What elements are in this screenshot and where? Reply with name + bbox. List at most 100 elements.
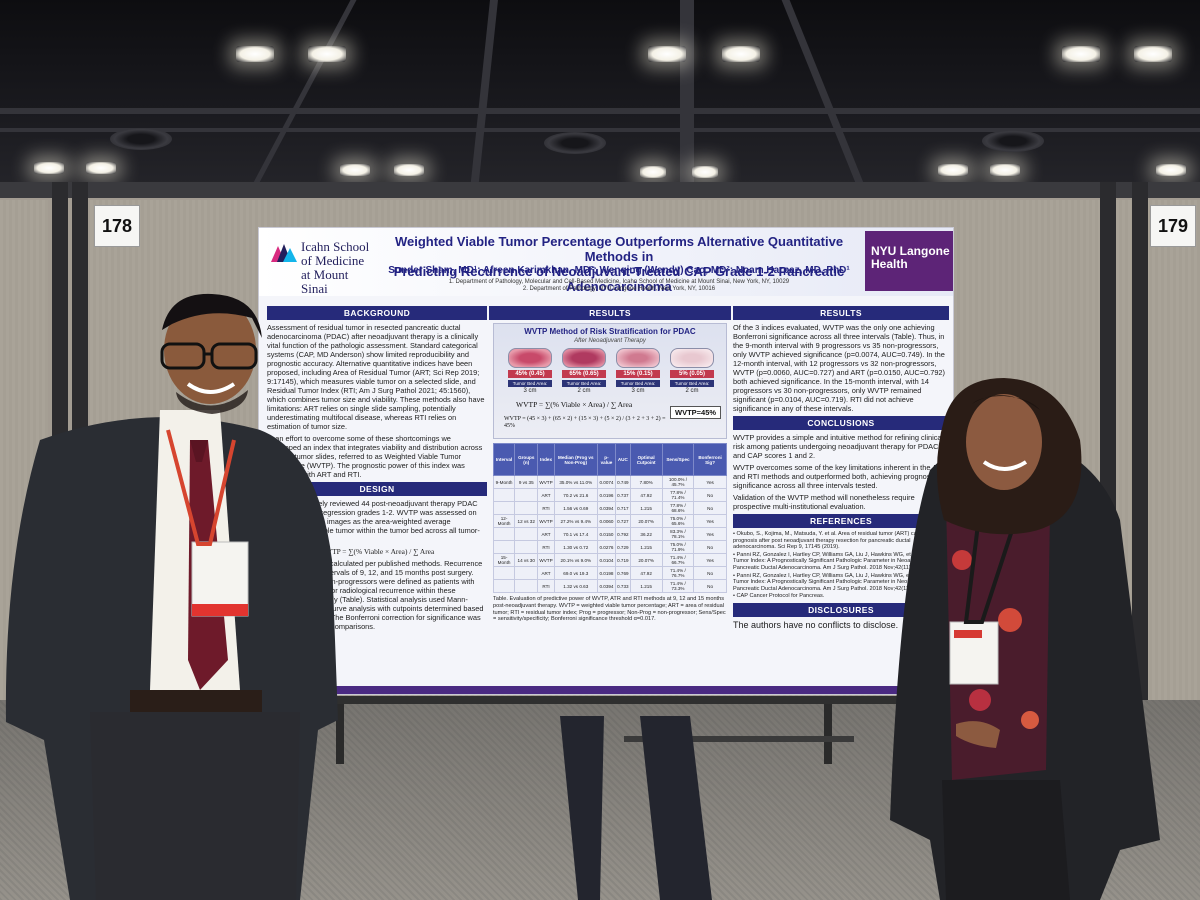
- slide-viable-percent: 45% (0.45): [508, 370, 552, 378]
- table-cell: [514, 501, 539, 515]
- reference-item: • Panni RZ, Gonzalez I, Hartley CP, Will…: [733, 572, 948, 592]
- table-row: 15-Month 14 vs 30 WVTP 20.1% vs 9.0% 0.0104 0…: [492, 553, 727, 567]
- table-cell: 0.719: [615, 553, 631, 567]
- ceiling-light: [640, 166, 666, 178]
- table-cell: 9-Month: [492, 475, 516, 489]
- table-cell: 0.0060: [596, 514, 617, 528]
- table-cell: 0.733: [615, 579, 631, 593]
- table-cell: [514, 527, 539, 541]
- table-cell: 75.0% / 65.6%: [661, 514, 695, 528]
- table-cell: 1.215: [629, 501, 663, 515]
- table-cell: 9 vs 35: [514, 475, 539, 489]
- table-row: ART 69.0 vs 19.3 0.0198 0.769 47.92 71.4% / 7…: [492, 566, 727, 580]
- ceiling: [0, 0, 1200, 200]
- table-cell: 0.729: [615, 540, 631, 554]
- slide-tumor-size: 3 cm: [523, 388, 537, 394]
- design-paragraph-2: ART and RTI were calculated per publishe…: [267, 559, 484, 631]
- table-cell: 70.2 vs 21.6: [553, 488, 598, 502]
- ceiling-vent: [544, 132, 606, 154]
- slide-tumor-size: 2 cm: [577, 388, 591, 394]
- table-cell: 0.0196: [596, 488, 617, 502]
- ceiling-light: [1062, 46, 1100, 62]
- table-caption: Table. Evaluation of predictive power of…: [493, 596, 726, 623]
- table-cell: [514, 579, 539, 593]
- ceiling-light: [236, 46, 274, 62]
- table-cell: [492, 488, 516, 502]
- table-cell: RTI: [537, 579, 555, 593]
- table-cell: 0.0394: [596, 501, 617, 515]
- table-cell: 47.92: [629, 566, 663, 580]
- ceiling-light: [86, 162, 116, 174]
- table-cell: 83.3% / 78.1%: [661, 527, 695, 541]
- conclusions-paragraph-2: WVTP overcomes some of the key limitatio…: [733, 463, 947, 490]
- wvtp-method-figure: WVTP Method of Risk Stratification for P…: [493, 323, 727, 439]
- ceiling-light: [394, 164, 424, 176]
- table-cell: 0.717: [615, 501, 631, 515]
- ceiling-truss: [249, 0, 357, 190]
- tissue-slide: [670, 348, 714, 368]
- table-cell: RTI: [537, 540, 555, 554]
- background-paragraph-1: Assessment of residual tumor in resected…: [267, 323, 485, 431]
- slide-tumor-bed-label: Tumor Bed Area:: [616, 380, 660, 387]
- slide-viable-percent: 15% (0.15): [616, 370, 660, 378]
- research-poster: Icahn School of Medicine at Mount Sinai …: [258, 227, 954, 695]
- poster-footer-bar: [259, 686, 953, 694]
- table-cell: 71.4% / 76.7%: [661, 566, 695, 580]
- conclusions-paragraph-3: Validation of the WVTP method will nonet…: [733, 493, 915, 511]
- table-cell: 69.0 vs 19.3: [553, 566, 598, 580]
- table-cell: 0.0074: [596, 475, 617, 489]
- poster-column-left: BACKGROUND Assessment of residual tumor …: [267, 306, 487, 634]
- slide-viable-percent: 65% (0.65): [562, 370, 606, 378]
- poster-column-middle: RESULTS WVTP Method of Risk Stratificati…: [489, 306, 731, 623]
- booth-top-rail: [0, 182, 1200, 198]
- ceiling-light: [340, 164, 370, 176]
- design-formula: WVTP = ∑(% Viable × Area) / ∑ Area: [319, 547, 435, 556]
- table-cell: 75.0% / 71.9%: [661, 540, 695, 554]
- results-table-header-cell: Groups (n): [514, 443, 539, 476]
- ceiling-truss: [680, 0, 694, 190]
- table-cell: 77.8% / 68.6%: [661, 501, 695, 515]
- table-cell: [514, 566, 539, 580]
- ceiling-light: [308, 46, 346, 62]
- tissue-slide: [562, 348, 606, 368]
- table-cell: No: [693, 540, 727, 554]
- table-cell: 35.0% vs 11.0%: [553, 475, 598, 489]
- table-cell: 70.1 vs 17.4: [553, 527, 598, 541]
- results-table-header-cell: AUC: [615, 443, 631, 476]
- tissue-slide: [508, 348, 552, 368]
- table-cell: WVTP: [537, 514, 555, 528]
- booth-panel: [1116, 200, 1200, 700]
- table-cell: [514, 488, 539, 502]
- table-cell: 20.1% vs 9.0%: [553, 553, 598, 567]
- conclusions-paragraph-1: WVTP provides a simple and intuitive met…: [733, 433, 944, 460]
- ceiling-vent: [982, 130, 1044, 152]
- results-paragraph: Of the 3 indices evaluated, WVTP was the…: [733, 323, 945, 413]
- table-cell: No: [693, 501, 727, 515]
- table-cell: [514, 540, 539, 554]
- slide-tumor-bed-label: Tumor Bed Area:: [670, 380, 714, 387]
- table-cell: 100.0% / 45.7%: [661, 475, 695, 489]
- table-row: RTI 1.32 vs 0.63 0.0394 0.733 1.215 71.4% / 7…: [492, 579, 727, 593]
- section-heading-references: REFERENCES: [733, 514, 949, 528]
- poster-title-line1: Weighted Viable Tumor Percentage Outperf…: [394, 234, 844, 264]
- poster-authors: Sunder Sham, MD¹; Afreen Karimkhan, MD²;…: [388, 265, 850, 276]
- table-cell: Yes: [693, 514, 727, 528]
- table-cell: 0.0198: [596, 566, 617, 580]
- table-cell: 0.0394: [596, 579, 617, 593]
- table-cell: [492, 579, 516, 593]
- table-cell: 0.0150: [596, 527, 617, 541]
- ceiling-light: [1156, 164, 1186, 176]
- table-cell: 0.792: [615, 527, 631, 541]
- poster-title-line2: Predicting Recurrence of Neoadjuvant-Tre…: [393, 264, 845, 294]
- ceiling-truss: [0, 108, 1200, 114]
- reference-item: • Panni RZ, Gonzalez I, Hartley CP, Will…: [733, 551, 948, 571]
- slide-tumor-size: 2 cm: [685, 388, 699, 394]
- table-cell: 36.22: [629, 527, 663, 541]
- table-cell: [492, 527, 516, 541]
- ceiling-light: [34, 162, 64, 174]
- mount-sinai-name: Icahn School of Medicine at Mount Sinai: [301, 239, 370, 296]
- mount-sinai-logo: Icahn School of Medicine at Mount Sinai: [265, 236, 375, 296]
- table-cell: 1.215: [629, 540, 663, 554]
- results-table-header-cell: p-value: [596, 443, 617, 476]
- booth-number-178: 178: [94, 205, 140, 247]
